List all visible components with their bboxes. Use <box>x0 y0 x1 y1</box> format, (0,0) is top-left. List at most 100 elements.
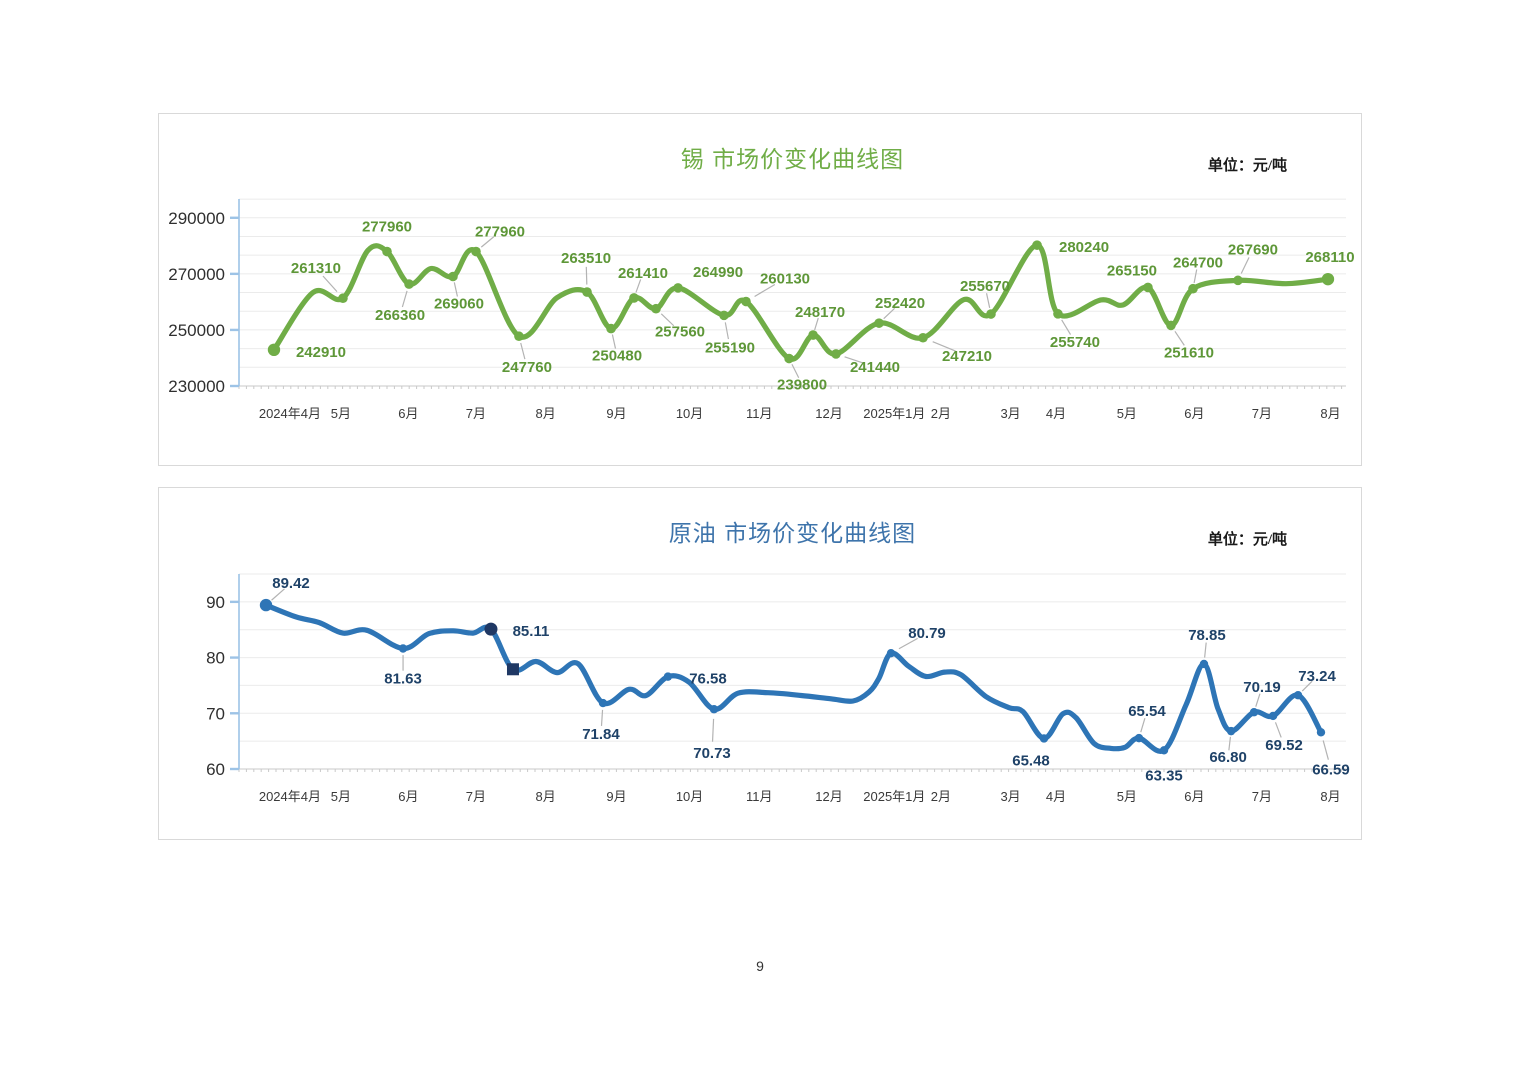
data-point-marker <box>886 648 896 658</box>
tin-chart-title: 锡 市场价变化曲线图 <box>680 146 905 172</box>
x-axis-month-label: 7月 <box>466 789 486 804</box>
label-leader-line <box>1255 693 1261 707</box>
label-leader-line <box>814 317 819 331</box>
data-point-marker <box>1293 691 1303 700</box>
data-point-label: 260130 <box>760 271 810 288</box>
data-point-marker <box>448 271 458 282</box>
label-leader-line <box>932 341 956 352</box>
data-point-marker <box>267 343 281 357</box>
label-leader-line <box>844 356 866 365</box>
data-point-marker <box>1159 746 1169 755</box>
data-point-label: 73.24 <box>1298 668 1336 685</box>
data-point-label: 248170 <box>795 304 845 321</box>
data-point-marker <box>1039 734 1049 743</box>
label-leader-line <box>453 282 459 297</box>
x-axis-month-label: 12月 <box>815 789 842 804</box>
data-point-label: 255740 <box>1050 334 1100 351</box>
x-axis-month-label: 10月 <box>676 406 703 421</box>
data-point-label: 76.58 <box>689 671 727 688</box>
x-axis-month-label: 2025年1月 <box>863 789 925 804</box>
crude-oil-price-plot: 60 70 80 90 2024年4月 5月 6月 7月 8月 9月 10月 11月 12月 2025年1… <box>206 573 1350 804</box>
data-point-marker <box>1268 711 1278 721</box>
data-point-marker <box>1166 320 1176 331</box>
label-leader-line <box>1322 740 1329 760</box>
label-leader-line <box>1140 717 1146 733</box>
data-point-label: 268110 <box>1305 249 1354 266</box>
label-leader-line <box>711 718 715 742</box>
x-axis-month-label: 6月 <box>1184 789 1204 804</box>
y-axis-tick-label: 60 <box>206 760 225 779</box>
data-point-label: 247760 <box>502 359 552 376</box>
x-axis-month-label: 5月 <box>331 406 351 421</box>
x-axis-month-label: 6月 <box>398 789 418 804</box>
data-point-label: 247210 <box>942 348 992 365</box>
x-axis-month-label: 7月 <box>1252 406 1272 421</box>
data-point-label: 277960 <box>362 219 412 236</box>
data-point-label: 257560 <box>655 324 705 341</box>
x-axis-month-label: 5月 <box>331 789 351 804</box>
price-line <box>271 242 1331 362</box>
data-point-marker <box>709 705 719 714</box>
data-point-label: 263510 <box>561 250 611 267</box>
crude-oil-unit-label: 单位：元/吨 <box>1207 532 1287 548</box>
x-axis-month-label: 3月 <box>1000 406 1020 421</box>
y-axis-tick-label: 90 <box>206 593 225 612</box>
data-point-marker <box>673 283 683 293</box>
data-point-marker <box>1134 733 1144 743</box>
data-point-marker <box>1199 659 1209 669</box>
x-axis-month-label: 7月 <box>466 406 486 421</box>
data-point-marker <box>1188 283 1198 294</box>
x-axis-month-label: 5月 <box>1117 789 1137 804</box>
label-leader-line <box>754 283 776 297</box>
label-leader-line <box>1301 680 1313 692</box>
data-point-marker <box>471 246 481 257</box>
label-leader-line <box>585 266 588 285</box>
x-axis-month-label: 2024年4月 <box>259 789 321 804</box>
data-point-label: 239800 <box>777 377 827 394</box>
label-leader-line <box>791 363 800 379</box>
label-leader-line <box>1061 319 1072 335</box>
data-point-label: 266360 <box>375 307 425 324</box>
label-leader-line <box>724 322 730 340</box>
label-leader-line <box>883 307 896 320</box>
label-leader-line <box>1228 736 1232 751</box>
label-leader-line <box>1204 642 1207 658</box>
data-point-marker <box>582 287 592 297</box>
x-axis-month-label: 8月 <box>536 406 556 421</box>
data-point-label: 80.79 <box>908 625 946 642</box>
data-point-marker <box>514 331 524 342</box>
data-point-label: 241440 <box>850 359 900 376</box>
data-point-label: 65.48 <box>1012 752 1050 769</box>
x-axis-month-label: 2024年4月 <box>259 406 321 421</box>
data-point-label: 70.19 <box>1243 679 1281 696</box>
data-point-label: 69.52 <box>1265 737 1303 754</box>
data-point-marker <box>1249 708 1259 717</box>
data-point-marker <box>1053 309 1063 319</box>
data-point-label: 261410 <box>618 265 668 282</box>
y-axis-tick-label: 270000 <box>168 265 225 284</box>
data-point-label: 66.59 <box>1312 761 1350 778</box>
x-axis-month-label: 8月 <box>1320 789 1340 804</box>
data-point-label: 242910 <box>296 344 346 361</box>
data-point-label: 255190 <box>705 339 755 356</box>
data-point-label: 269060 <box>434 295 484 312</box>
label-leader-line <box>985 293 991 308</box>
data-point-marker <box>663 672 673 681</box>
data-point-label: 252420 <box>875 295 925 312</box>
x-axis-month-label: 12月 <box>815 406 842 421</box>
data-point-marker <box>382 246 392 257</box>
data-point-label: 63.35 <box>1145 767 1183 784</box>
x-axis-month-label: 4月 <box>1046 789 1066 804</box>
data-point-marker <box>338 293 348 304</box>
price-line <box>263 602 1324 754</box>
data-point-label: 255670 <box>960 278 1010 295</box>
data-point-label: 85.11 <box>513 623 550 640</box>
x-axis-month-label: 5月 <box>1117 406 1137 421</box>
data-point-label: 66.80 <box>1209 749 1247 766</box>
data-point-marker <box>918 332 928 343</box>
data-point-marker <box>1316 728 1326 737</box>
data-point-marker <box>259 598 273 612</box>
data-point-marker <box>986 309 996 319</box>
tin-unit-label: 单位：元/吨 <box>1207 158 1287 174</box>
